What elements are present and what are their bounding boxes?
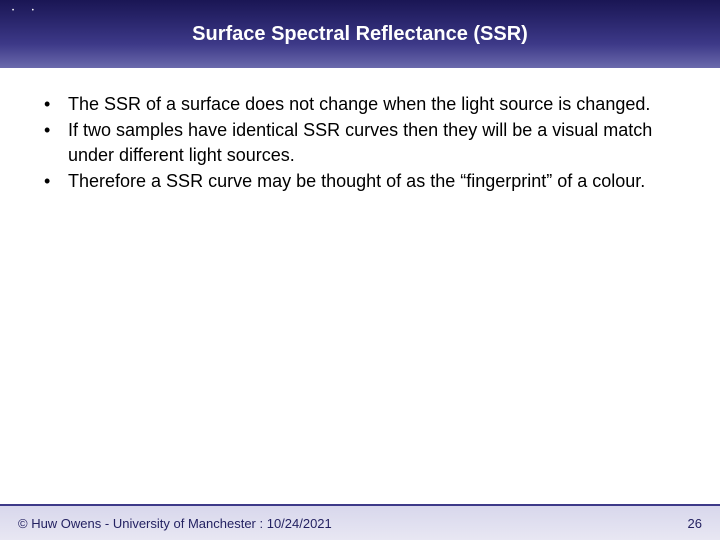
header-decoration-dots: • • bbox=[12, 8, 42, 14]
bullet-list: The SSR of a surface does not change whe… bbox=[36, 92, 684, 193]
slide-title: Surface Spectral Reflectance (SSR) bbox=[192, 23, 528, 46]
footer-copyright: © Huw Owens - University of Manchester :… bbox=[18, 516, 332, 531]
bullet-item: Therefore a SSR curve may be thought of … bbox=[36, 169, 684, 193]
slide-content: The SSR of a surface does not change whe… bbox=[0, 68, 720, 193]
bullet-item: If two samples have identical SSR curves… bbox=[36, 118, 684, 167]
slide-number: 26 bbox=[688, 516, 702, 531]
slide-footer: © Huw Owens - University of Manchester :… bbox=[0, 504, 720, 540]
bullet-item: The SSR of a surface does not change whe… bbox=[36, 92, 684, 116]
slide-header: • • Surface Spectral Reflectance (SSR) bbox=[0, 0, 720, 68]
